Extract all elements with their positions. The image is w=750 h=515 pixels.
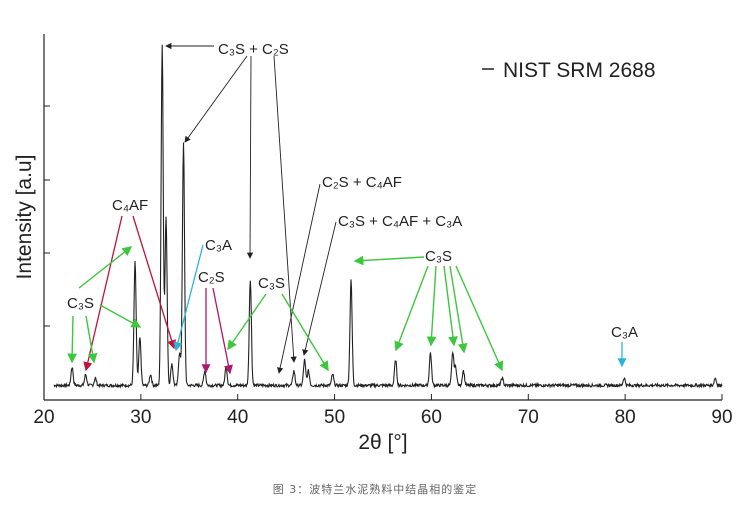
annotation-c3s-c2s: C₃S + C₂S [218, 41, 289, 58]
annotation-c3a-left: C₃A [205, 237, 232, 254]
arrows-c2s [201, 287, 233, 375]
annotation-c3s-left: C₃S [67, 295, 94, 312]
x-tick-label: 80 [615, 407, 636, 428]
x-tick-label: 40 [227, 407, 248, 428]
annotation-c2s-c4af: C₂S + C₄AF [322, 174, 402, 191]
annotation-c4af: C₄AF [112, 197, 148, 214]
arrows-c4af [83, 215, 177, 372]
annotation-c3s-c4af-c3a: C₃S + C₄AF + C₃A [338, 213, 462, 230]
y-axis-title: Intensity [a.u] [13, 155, 36, 280]
figure-caption: 图 3：波特兰水泥熟料中结晶相的鉴定 [272, 483, 478, 496]
x-tick-label: 30 [130, 407, 151, 428]
x-axis-title: 2θ [°] [358, 431, 407, 454]
x-tick-label: 20 [33, 407, 54, 428]
legend-label: NIST SRM 2688 [503, 59, 656, 82]
x-ticks [43, 394, 723, 400]
arrows-black [165, 42, 337, 374]
x-tick-label: 90 [711, 407, 732, 428]
annotation-c2s: C₂S [198, 269, 225, 286]
x-tick-label: 50 [324, 407, 345, 428]
x-tick-label: 60 [421, 407, 442, 428]
y-ticks [44, 105, 50, 327]
xrd-chart: 20 30 40 50 60 70 80 90 2θ [°] Intensity [a.u] … [13, 34, 733, 454]
series-line-nist-srm-2688 [53, 44, 723, 389]
legend: NIST SRM 2688 [482, 59, 656, 82]
annotation-c3a-right: C₃A [611, 324, 638, 341]
annotation-c3s-middle: C₃S [258, 275, 285, 292]
x-tick-labels: 20 30 40 50 60 70 80 90 [33, 407, 732, 428]
arrows-c3s [67, 246, 504, 372]
x-tick-label: 70 [518, 407, 539, 428]
arrows-c3a [173, 244, 627, 368]
annotation-c3s-right: C₃S [425, 248, 452, 265]
